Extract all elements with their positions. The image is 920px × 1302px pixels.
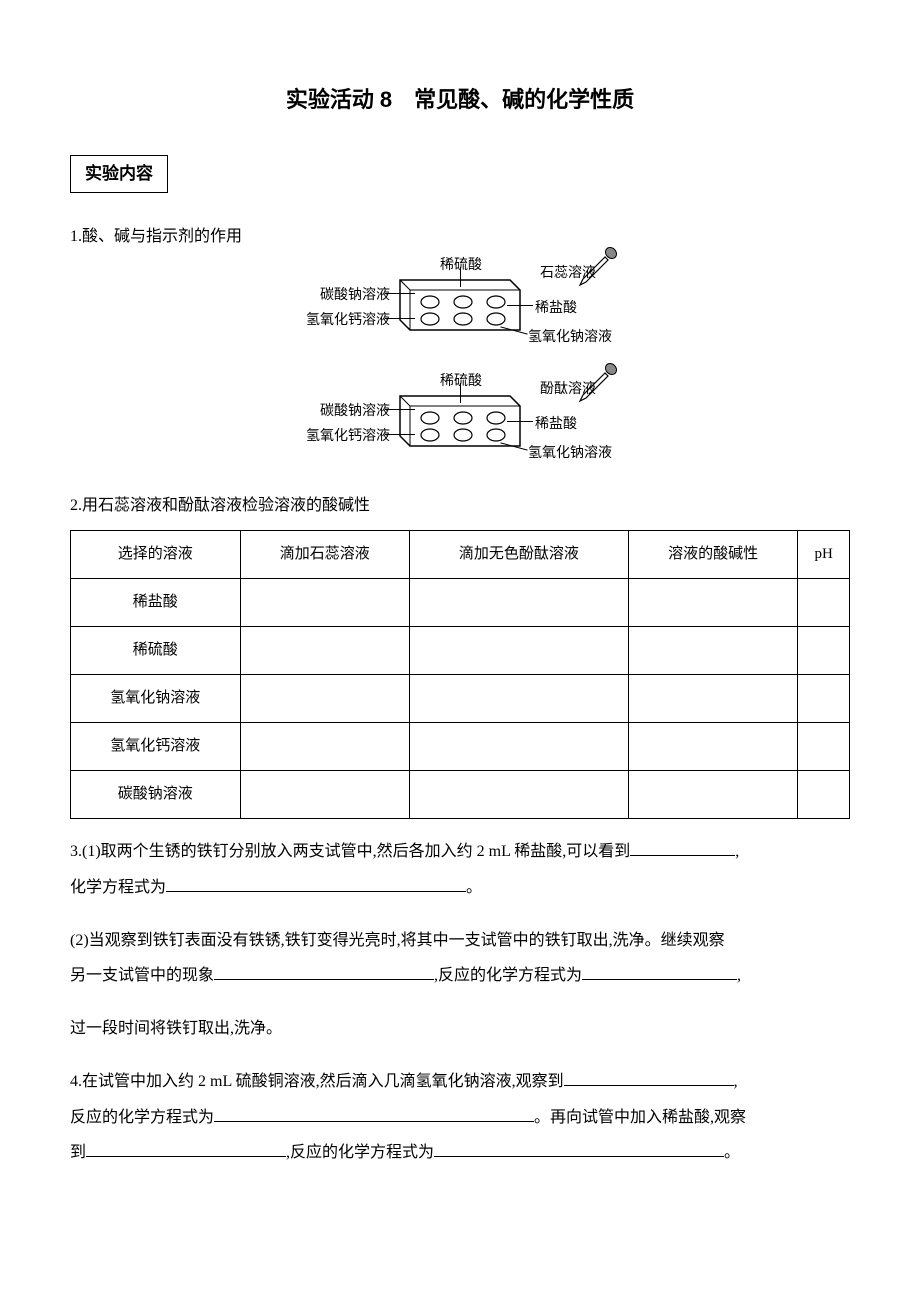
- table-header: 溶液的酸碱性: [628, 531, 798, 579]
- text: ,反应的化学方程式为: [434, 967, 582, 984]
- text: 到: [70, 1144, 86, 1161]
- table-row: 稀盐酸: [71, 579, 850, 627]
- table-cell: 稀硫酸: [71, 627, 241, 675]
- blank-field[interactable]: [166, 891, 466, 892]
- label-text: 稀硫酸: [440, 369, 482, 394]
- data-table: 选择的溶液 滴加石蕊溶液 滴加无色酚酞溶液 溶液的酸碱性 pH 稀盐酸 稀硫酸 …: [70, 530, 850, 819]
- text: 化学方程式为: [70, 879, 166, 896]
- diagram-area: 稀硫酸 石蕊溶液 碳酸钠溶液 氢氧化钙溶液 稀盐酸 氢氧化钠溶液: [70, 267, 850, 472]
- label-text: 氢氧化钠溶液: [528, 441, 612, 466]
- item-3-2: (2)当观察到铁钉表面没有铁锈,铁钉变得光亮时,将其中一支试管中的铁钉取出,洗净…: [70, 923, 850, 993]
- blank-field[interactable]: [86, 1156, 286, 1157]
- table-cell: 碳酸钠溶液: [71, 771, 241, 819]
- table-header: 滴加石蕊溶液: [240, 531, 410, 579]
- diagram-top: 稀硫酸 石蕊溶液 碳酸钠溶液 氢氧化钙溶液 稀盐酸 氢氧化钠溶液: [395, 275, 525, 337]
- text: ,: [734, 1073, 738, 1090]
- text: 另一支试管中的现象: [70, 967, 214, 984]
- text: 4.在试管中加入约 2 mL 硫酸铜溶液,然后滴入几滴氢氧化钠溶液,观察到: [70, 1073, 564, 1090]
- item-3-1: 3.(1)取两个生锈的铁钉分别放入两支试管中,然后各加入约 2 mL 稀盐酸,可…: [70, 834, 850, 904]
- text: ,: [735, 843, 739, 860]
- label-text: 碳酸钠溶液: [320, 283, 390, 308]
- item-2: 2.用石蕊溶液和酚酞溶液检验溶液的酸碱性: [70, 492, 850, 521]
- label-text: 稀盐酸: [535, 296, 577, 321]
- section-header: 实验内容: [70, 155, 168, 194]
- table-cell: 稀盐酸: [71, 579, 241, 627]
- text: ,反应的化学方程式为: [286, 1144, 434, 1161]
- text: (2)当观察到铁钉表面没有铁锈,铁钉变得光亮时,将其中一支试管中的铁钉取出,洗净…: [70, 932, 725, 949]
- table-header: 滴加无色酚酞溶液: [410, 531, 629, 579]
- item-3-2-line3: 过一段时间将铁钉取出,洗净。: [70, 1011, 850, 1046]
- diagram-bottom: 稀硫酸 酚酞溶液 碳酸钠溶液 氢氧化钙溶液 稀盐酸 氢氧化钠溶液: [395, 391, 525, 453]
- text: 。再向试管中加入稀盐酸,观察: [534, 1109, 746, 1126]
- text: 过一段时间将铁钉取出,洗净。: [70, 1020, 282, 1037]
- label-text: 稀硫酸: [440, 253, 482, 278]
- blank-field[interactable]: [434, 1156, 724, 1157]
- text: 。: [724, 1144, 740, 1161]
- table-row: 碳酸钠溶液: [71, 771, 850, 819]
- label-text: 酚酞溶液: [540, 377, 596, 402]
- table-header: 选择的溶液: [71, 531, 241, 579]
- table-cell: 氢氧化钠溶液: [71, 675, 241, 723]
- blank-field[interactable]: [564, 1085, 734, 1086]
- table-header: pH: [798, 531, 850, 579]
- item-4: 4.在试管中加入约 2 mL 硫酸铜溶液,然后滴入几滴氢氧化钠溶液,观察到, 反…: [70, 1064, 850, 1170]
- table-row: 稀硫酸: [71, 627, 850, 675]
- blank-field[interactable]: [214, 979, 434, 980]
- text: 3.(1)取两个生锈的铁钉分别放入两支试管中,然后各加入约 2 mL 稀盐酸,可…: [70, 843, 630, 860]
- blank-field[interactable]: [582, 979, 737, 980]
- label-text: 石蕊溶液: [540, 261, 596, 286]
- blank-field[interactable]: [630, 855, 735, 856]
- label-text: 碳酸钠溶液: [320, 399, 390, 424]
- label-text: 氢氧化钠溶液: [528, 325, 612, 350]
- table-cell: 氢氧化钙溶液: [71, 723, 241, 771]
- table-row: 氢氧化钠溶液: [71, 675, 850, 723]
- text: 反应的化学方程式为: [70, 1109, 214, 1126]
- item-1: 1.酸、碱与指示剂的作用: [70, 223, 850, 252]
- text: 。: [466, 879, 482, 896]
- label-text: 氢氧化钙溶液: [306, 424, 390, 449]
- label-text: 稀盐酸: [535, 412, 577, 437]
- table-row: 氢氧化钙溶液: [71, 723, 850, 771]
- page-title: 实验活动 8 常见酸、碱的化学性质: [70, 80, 850, 120]
- blank-field[interactable]: [214, 1121, 534, 1122]
- text: ,: [737, 967, 741, 984]
- table-header-row: 选择的溶液 滴加石蕊溶液 滴加无色酚酞溶液 溶液的酸碱性 pH: [71, 531, 850, 579]
- label-text: 氢氧化钙溶液: [306, 308, 390, 333]
